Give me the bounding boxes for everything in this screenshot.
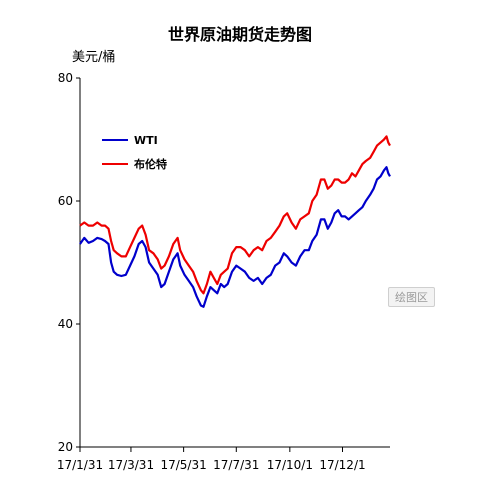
x-tick-label: 17/12/1 (319, 458, 365, 472)
x-tick-label: 17/3/31 (108, 458, 154, 472)
x-axis-ticks: 17/1/31 17/3/31 17/5/31 17/7/31 17/10/1 17/12… (57, 447, 366, 472)
series-line-brent (79, 135, 391, 295)
series-layer (79, 135, 391, 308)
x-tick-label: 17/5/31 (160, 458, 206, 472)
y-axis-ticks: 80 60 40 20 (58, 71, 80, 454)
x-tick-label: 17/10/1 (267, 458, 313, 472)
y-tick-label: 80 (58, 71, 73, 85)
y-tick-label: 60 (58, 194, 73, 208)
chart-title: 世界原油期货走势图 (168, 25, 312, 44)
plot-area-button[interactable]: 绘图区 (388, 287, 435, 307)
y-tick-label: 40 (58, 317, 73, 331)
series-line-wti (79, 166, 391, 308)
x-tick-label: 17/1/31 (57, 458, 103, 472)
legend-label-brent: 布伦特 (134, 157, 167, 171)
y-axis-unit: 美元/桶 (72, 50, 115, 65)
legend: WTI 布伦特 (102, 134, 167, 171)
x-tick-label: 17/7/31 (213, 458, 259, 472)
legend-label-wti: WTI (134, 134, 158, 147)
y-tick-label: 20 (58, 440, 73, 454)
